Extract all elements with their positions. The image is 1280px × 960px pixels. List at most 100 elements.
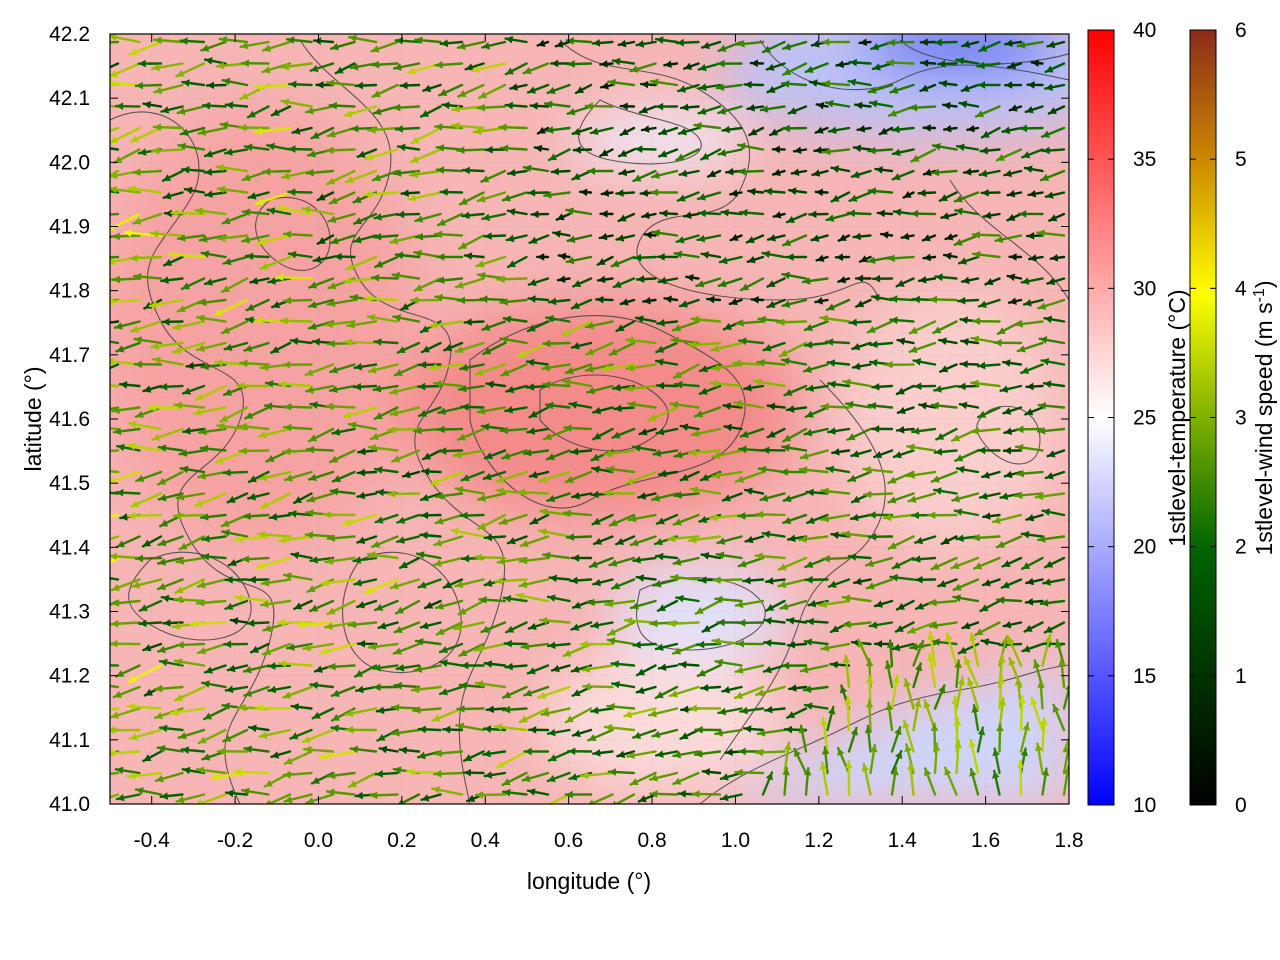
wind-vector — [996, 596, 1023, 604]
wind-vector-head — [134, 336, 143, 344]
wind-vector-head — [676, 153, 685, 161]
wind-vector — [396, 513, 421, 524]
wind-vector-head — [1026, 382, 1034, 391]
wind-vector — [679, 103, 700, 112]
wind-vector-head — [978, 410, 987, 418]
wind-vector — [183, 186, 206, 195]
wind-vector-head — [565, 790, 573, 799]
wind-vector-head — [931, 475, 940, 483]
wind-vector — [197, 298, 227, 307]
wind-vector — [177, 142, 206, 151]
wind-vector-head — [765, 772, 773, 781]
wind-vector-head — [374, 338, 382, 346]
wind-vector-head — [772, 145, 780, 154]
wind-vector-head — [481, 423, 490, 431]
wind-vector-head — [369, 642, 377, 651]
wind-vector — [267, 662, 292, 670]
wind-vector — [808, 210, 829, 219]
wind-vector — [746, 104, 765, 112]
wind-vector — [366, 313, 399, 323]
wind-vector-head — [548, 728, 556, 737]
wind-vector — [871, 382, 894, 391]
wind-vector-head — [401, 189, 409, 197]
wind-vector-head — [503, 594, 512, 603]
wind-vector-head — [367, 313, 376, 322]
wind-vector — [326, 771, 356, 780]
wind-vector-head — [117, 443, 125, 452]
wind-vector-head — [124, 229, 132, 237]
wind-vector-head — [819, 762, 828, 770]
wind-vector-head — [305, 368, 314, 376]
wind-vector-head — [541, 709, 550, 717]
wind-vector-head — [642, 211, 650, 220]
wind-vector — [461, 166, 485, 175]
wind-vector-head — [927, 632, 935, 640]
wind-vector — [307, 298, 335, 309]
wind-vector-head — [872, 382, 880, 391]
wind-vector-head — [440, 645, 449, 654]
wind-vector-head — [786, 215, 795, 223]
wind-vector — [277, 659, 313, 668]
wind-vector — [887, 470, 915, 485]
wind-vector-head — [347, 321, 356, 329]
wind-vector-head — [599, 232, 608, 241]
wind-vector-head — [1019, 210, 1027, 218]
wind-vector-head — [291, 703, 300, 711]
wind-vector — [175, 62, 206, 78]
wind-vector — [498, 123, 528, 132]
wind-vector — [954, 739, 963, 775]
wind-vector — [419, 621, 442, 630]
wind-vector — [345, 255, 378, 271]
wind-vector-head — [163, 619, 171, 627]
wind-vector — [632, 728, 657, 739]
wind-vector-head — [410, 155, 419, 163]
plot-area — [96, 34, 1069, 804]
wind-vector-head — [519, 556, 528, 565]
wind-vector-head — [959, 100, 968, 109]
wind-vector — [1021, 556, 1044, 571]
wind-vector — [677, 83, 700, 93]
wind-vector — [610, 578, 636, 590]
wind-vector — [759, 105, 786, 113]
wind-vector — [167, 250, 206, 259]
wind-vector — [766, 402, 786, 411]
wind-vector-head — [355, 791, 363, 800]
wind-vector — [992, 747, 1001, 775]
wind-vector — [961, 40, 980, 48]
wind-vector — [504, 662, 528, 671]
wind-vector-head — [517, 350, 526, 358]
wind-vector-head — [735, 768, 743, 777]
wind-vector — [522, 164, 550, 173]
wind-vector — [370, 60, 399, 69]
wind-vector — [110, 619, 141, 628]
wind-vector — [114, 102, 141, 111]
wind-vector — [615, 320, 636, 333]
wind-vector-head — [676, 594, 684, 603]
wind-vector-head — [364, 190, 372, 199]
wind-vector — [820, 402, 851, 411]
wind-vector-head — [503, 315, 512, 324]
wind-vector-head — [916, 640, 925, 649]
wind-vector-head — [958, 296, 966, 305]
wind-vector — [592, 749, 614, 757]
wind-vector-head — [459, 384, 467, 393]
wind-vector — [814, 126, 829, 134]
wind-vector-head — [283, 447, 291, 456]
wind-vector — [287, 188, 313, 196]
wind-vector — [396, 143, 421, 152]
wind-vector-head — [244, 745, 253, 754]
wind-vector-head — [765, 705, 773, 714]
wind-vector — [728, 298, 743, 306]
wind-vector-head — [217, 747, 226, 756]
wind-vector-head — [96, 186, 104, 194]
wind-vector-head — [158, 582, 167, 591]
wind-vector-head — [327, 339, 335, 348]
wind-vector — [864, 556, 894, 568]
wind-vector — [456, 705, 485, 713]
wind-vector-head — [353, 556, 362, 564]
wind-vector — [654, 750, 679, 758]
wind-vector — [761, 530, 786, 539]
wind-vector-head — [143, 385, 152, 393]
wind-vector-head — [133, 168, 141, 177]
wind-vector-head — [1064, 745, 1069, 753]
